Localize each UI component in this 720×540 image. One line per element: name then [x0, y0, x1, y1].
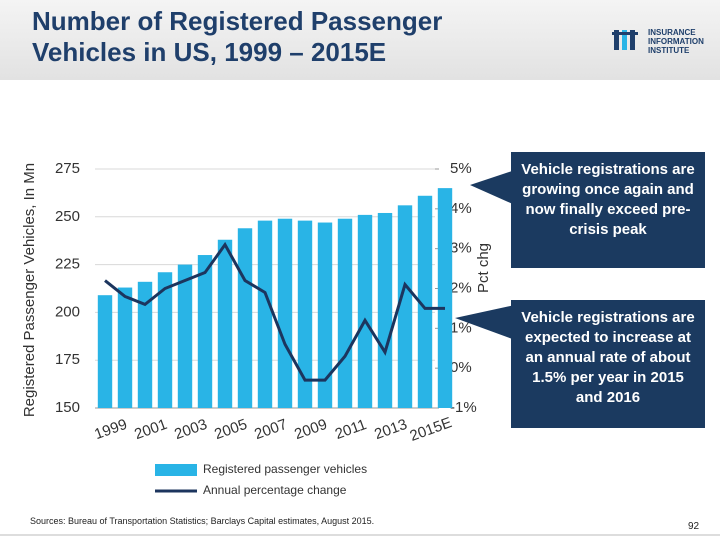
callout-pointer	[455, 305, 515, 340]
x-tick-label: 2005	[212, 416, 249, 443]
x-tick-label: 2011	[333, 416, 369, 443]
y-tick-label: 250	[55, 208, 80, 225]
y2-tick-label: 3%	[450, 240, 472, 257]
bar	[437, 188, 453, 408]
bar	[317, 222, 333, 408]
x-tick-label: 2009	[292, 416, 329, 443]
bar	[217, 239, 233, 408]
callout-pointer	[470, 170, 515, 205]
logo-line: INSURANCE	[648, 28, 696, 37]
x-tick-label: 2003	[172, 416, 209, 443]
y-tick-label: 200	[55, 303, 80, 320]
bar	[177, 264, 193, 408]
y2-tick-label: 4%	[450, 200, 472, 217]
logo-line: INSTITUTE	[648, 46, 690, 55]
bar	[237, 228, 253, 408]
bar	[377, 212, 393, 408]
legend-swatch	[155, 464, 197, 476]
y2-tick-label: 1%	[450, 319, 472, 336]
y-axis-label: Registered Passenger Vehicles, In Mn	[21, 163, 38, 417]
y-tick-label: 175	[55, 351, 80, 368]
y2-tick-label: 2%	[450, 279, 472, 296]
slide-title: Number of Registered Passenger Vehicles …	[32, 6, 443, 67]
callout: Vehicle registrations are growing once a…	[511, 152, 705, 268]
y2-axis-label: Pct chg	[475, 243, 492, 293]
logo-icon	[612, 30, 638, 50]
source-note: Sources: Bureau of Transportation Statis…	[30, 516, 375, 526]
legend-label: Registered passenger vehicles	[203, 462, 367, 476]
x-tick-label: 2013	[372, 416, 409, 443]
bar	[157, 272, 173, 408]
bar	[337, 218, 353, 408]
y-tick-label: 275	[55, 160, 80, 177]
x-tick-label: 2007	[252, 416, 289, 443]
bar	[97, 295, 113, 408]
bar	[197, 255, 213, 408]
bar	[257, 220, 273, 408]
y2-tick-label: 0%	[450, 359, 472, 376]
logo-line: INFORMATION	[648, 37, 704, 46]
x-tick-label: 2001	[132, 416, 169, 443]
y2-tick-label: -1%	[450, 399, 477, 416]
header-band	[0, 0, 720, 80]
x-tick-label: 1999	[92, 416, 129, 443]
callout: Vehicle registrations are expected to in…	[511, 300, 705, 428]
y-tick-label: 225	[55, 256, 80, 273]
line	[104, 241, 445, 382]
page-number: 92	[688, 521, 700, 532]
bar	[137, 281, 153, 408]
bar	[397, 205, 413, 408]
legend-label: Annual percentage change	[203, 483, 347, 497]
logo-text: INSURANCE INFORMATION INSTITUTE	[648, 28, 704, 55]
bar	[417, 195, 433, 408]
bar	[297, 220, 313, 408]
bar	[277, 218, 293, 408]
y-tick-label: 150	[55, 399, 80, 416]
y2-tick-label: 5%	[450, 160, 472, 177]
x-tick-label: 2015E	[408, 414, 455, 445]
bar	[117, 287, 133, 408]
bar	[357, 214, 373, 408]
